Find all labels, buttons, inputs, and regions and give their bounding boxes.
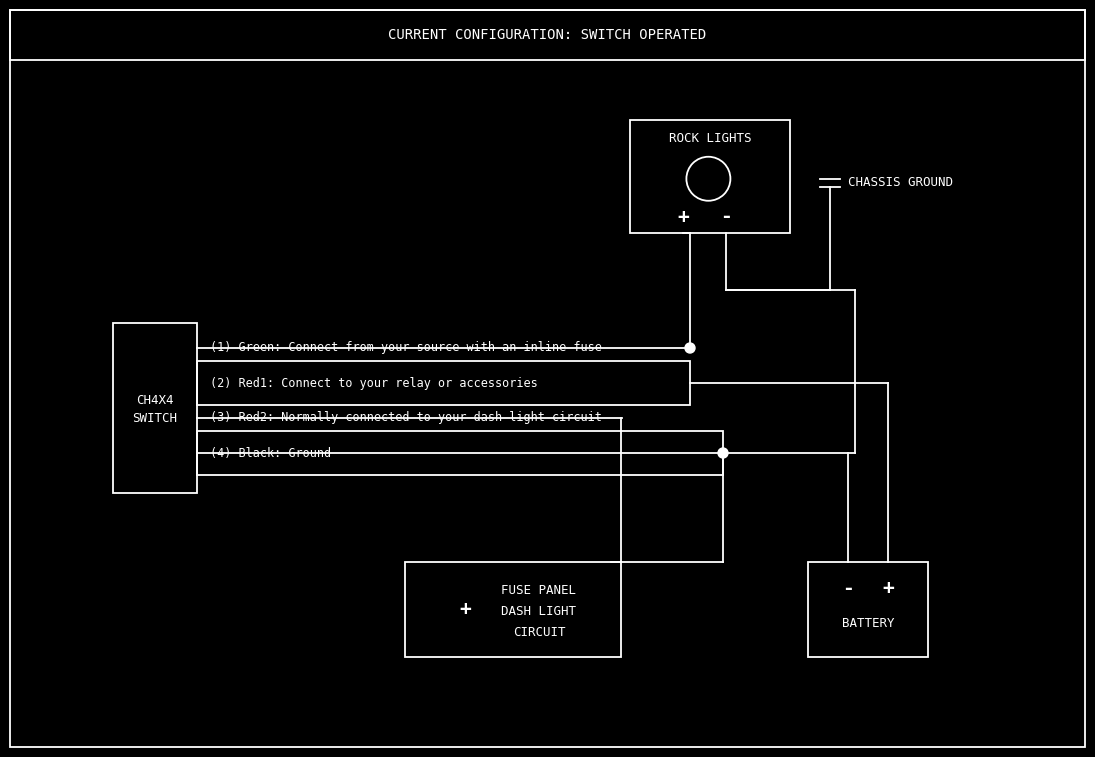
Text: +: + bbox=[677, 207, 689, 226]
Bar bbox=[197, 431, 723, 475]
Text: -: - bbox=[721, 207, 731, 226]
Text: (2) Red1: Connect to your relay or accessories: (2) Red1: Connect to your relay or acces… bbox=[210, 376, 538, 390]
Text: +: + bbox=[883, 579, 895, 598]
Text: BATTERY: BATTERY bbox=[842, 617, 895, 631]
Text: ROCK LIGHTS: ROCK LIGHTS bbox=[669, 132, 751, 145]
Bar bbox=[113, 323, 197, 493]
Text: SWITCH: SWITCH bbox=[132, 412, 177, 425]
Text: FUSE PANEL: FUSE PANEL bbox=[502, 584, 576, 597]
Text: CH4X4: CH4X4 bbox=[136, 394, 174, 407]
Bar bbox=[630, 120, 789, 233]
Circle shape bbox=[685, 343, 695, 353]
Bar bbox=[808, 562, 927, 657]
Bar bbox=[10, 10, 1085, 60]
Text: (3) Red2: Normally connected to your dash light circuit: (3) Red2: Normally connected to your das… bbox=[210, 412, 602, 425]
Bar bbox=[405, 562, 621, 657]
Text: CHASSIS GROUND: CHASSIS GROUND bbox=[848, 176, 953, 189]
Text: +: + bbox=[460, 600, 471, 619]
Text: -: - bbox=[842, 579, 853, 598]
Circle shape bbox=[718, 448, 728, 458]
Text: (4) Black: Ground: (4) Black: Ground bbox=[210, 447, 331, 459]
Text: CIRCUIT: CIRCUIT bbox=[512, 626, 565, 639]
Text: (1) Green: Connect from your source with an inline fuse: (1) Green: Connect from your source with… bbox=[210, 341, 602, 354]
Bar bbox=[197, 361, 690, 405]
Text: DASH LIGHT: DASH LIGHT bbox=[502, 605, 576, 618]
Text: CURRENT CONFIGURATION: SWITCH OPERATED: CURRENT CONFIGURATION: SWITCH OPERATED bbox=[389, 28, 706, 42]
